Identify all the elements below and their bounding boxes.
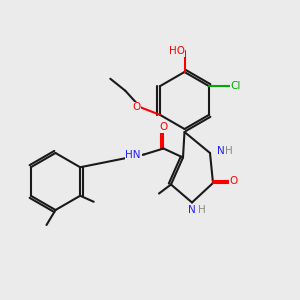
Text: N: N — [217, 146, 224, 157]
Text: N: N — [188, 205, 196, 215]
Text: H: H — [225, 146, 233, 157]
Text: O: O — [230, 176, 238, 187]
Text: Cl: Cl — [230, 81, 241, 91]
Text: O: O — [159, 122, 168, 133]
Text: H: H — [198, 205, 206, 215]
Text: HO: HO — [169, 46, 184, 56]
Text: O: O — [132, 102, 140, 112]
Text: HN: HN — [125, 149, 141, 160]
